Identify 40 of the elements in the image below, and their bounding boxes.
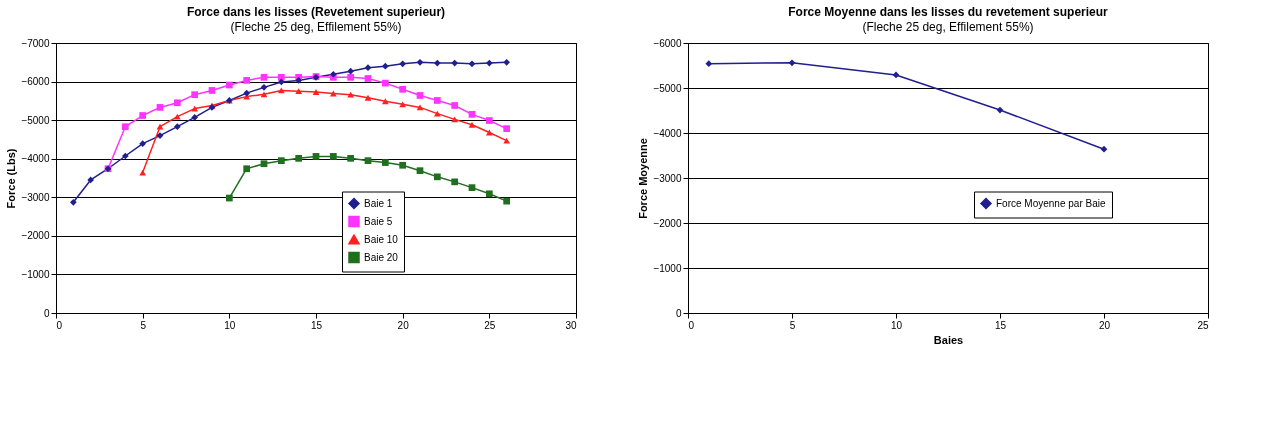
x-tick-label: 5: [789, 319, 796, 331]
legend-label: Baie 5: [364, 215, 393, 227]
chart-title: Force Moyenne dans les lisses du revetement superieur: [788, 5, 1109, 19]
x-tick-label: 15: [994, 319, 1007, 331]
x-tick-label: 0: [56, 319, 63, 331]
x-tick-label: 15: [310, 319, 323, 331]
chart-subtitle: (Fleche 25 deg, Effilement 55%): [230, 20, 402, 34]
x-tick-label: 25: [484, 319, 496, 331]
y-tick-label: −1000: [21, 268, 50, 280]
x-tick-label: 0: [688, 319, 695, 331]
x-tick-label: 5: [140, 319, 147, 331]
y-tick-label: −4000: [653, 127, 682, 139]
x-axis-title: Baies: [933, 333, 964, 346]
legend-label: Baie 1: [364, 197, 393, 209]
y-tick-label: −3000: [653, 172, 682, 184]
legend-label: Force Moyenne par Baie: [996, 197, 1106, 209]
y-tick-label: 0: [675, 307, 682, 319]
y-tick-label: −7000: [21, 37, 50, 49]
y-tick-label: −2000: [653, 217, 682, 229]
y-axis-title: Force (Lbs): [5, 148, 18, 209]
x-tick-label: 10: [890, 319, 903, 331]
legend-label: Baie 10: [364, 233, 399, 245]
y-tick-label: −5000: [653, 82, 682, 94]
x-tick-label: 30: [565, 319, 577, 331]
x-tick-label: 20: [1098, 319, 1111, 331]
y-tick-label: −2000: [21, 230, 50, 242]
chart-subtitle: (Fleche 25 deg, Effilement 55%): [862, 20, 1034, 34]
y-tick-label: 0: [43, 307, 50, 319]
x-tick-label: 10: [224, 319, 236, 331]
chart-title: Force dans les lisses (Revetement superieur): [186, 5, 446, 19]
y-tick-label: −1000: [653, 262, 682, 274]
x-tick-label: 20: [397, 319, 410, 331]
legend-label: Baie 20: [364, 251, 399, 263]
y-tick-label: −4000: [21, 153, 50, 165]
y-axis-title: Force Moyenne: [637, 138, 650, 219]
y-tick-label: −6000: [21, 76, 50, 88]
y-tick-label: −6000: [653, 37, 682, 49]
y-tick-label: −5000: [21, 114, 50, 126]
y-tick-label: −3000: [21, 191, 50, 203]
x-tick-label: 25: [1197, 319, 1209, 331]
